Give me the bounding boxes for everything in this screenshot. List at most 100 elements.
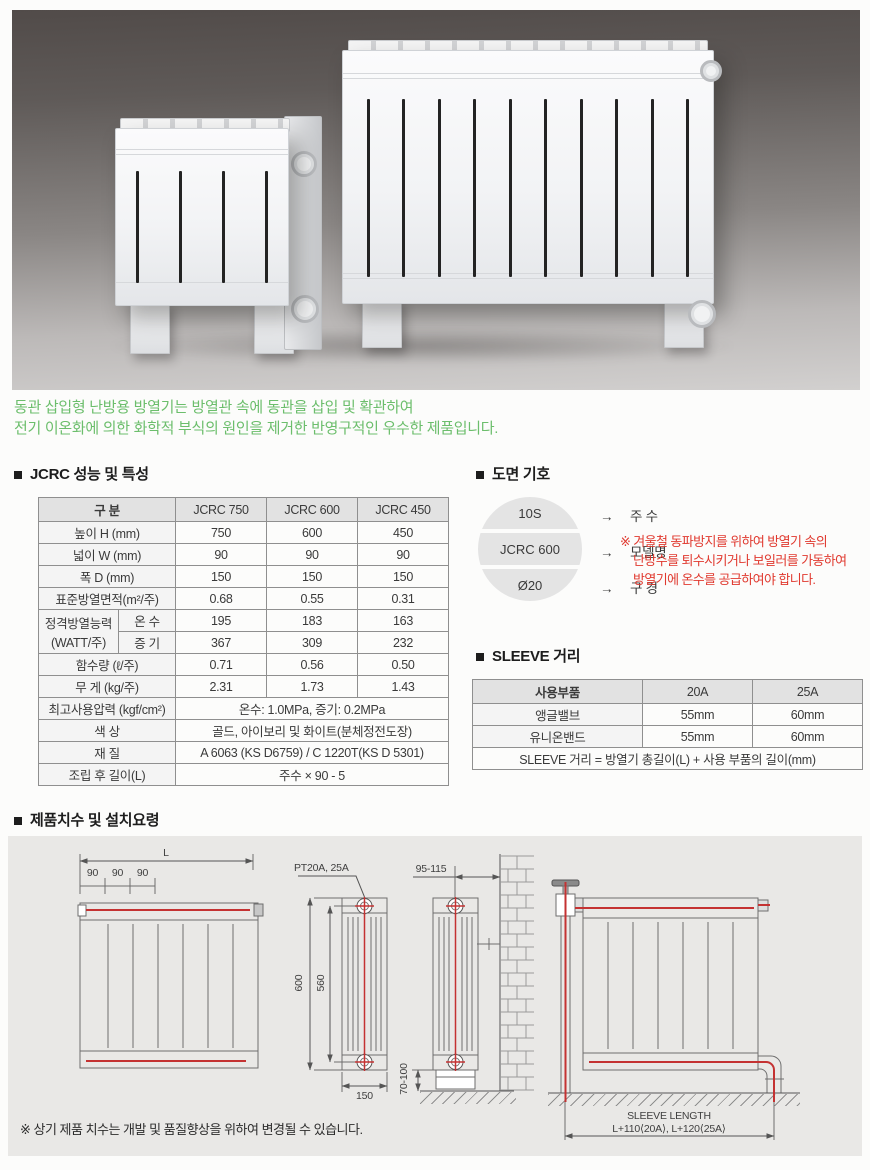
spec-label-cell: 넓이 W (mm)	[37, 543, 177, 566]
dim-label-total-length: L	[163, 847, 169, 859]
ground-hatch	[548, 1094, 800, 1106]
spec-value-cell: 367	[175, 631, 268, 654]
jcrc-spec-table: 구 분 JCRC 750 JCRC 600 JCRC 450 높이 H (mm)…	[37, 497, 450, 786]
spec-span-cell: 골드, 아이보리 및 화이트(분체정전도장)	[175, 719, 450, 742]
spec-value-cell: 90	[175, 543, 268, 566]
radiator-leg	[362, 298, 402, 348]
section-title-sleeve: SLEEVE 거리	[476, 645, 581, 666]
section-title-text: 제품치수 및 설치요령	[30, 812, 160, 829]
spec-value-cell: 183	[266, 609, 359, 632]
spec-value-cell: 0.71	[175, 653, 268, 676]
intro-line-2: 전기 이온화에 의한 화학적 부식의 원인을 제거한 반영구적인 우수한 제품입…	[14, 420, 499, 437]
pipe-fitting	[291, 151, 317, 177]
spec-value-cell: 150	[357, 565, 450, 588]
dim-label-section-pitch: 90	[111, 867, 124, 879]
spec-label-cell: 무 게 (kg/주)	[37, 675, 177, 698]
section-title-text: 도면 기호	[492, 466, 550, 483]
sleeve-label-cell: 앵글밸브	[472, 703, 643, 726]
spec-value-cell: 0.50	[357, 653, 450, 676]
spec-value-cell: 90	[357, 543, 450, 566]
symbol-legend-row: → 주 수	[600, 505, 658, 525]
spec-header-cell: 구 분	[37, 497, 177, 522]
note-line-3: 방열기에 온수를 공급하여야 합니다.	[633, 572, 816, 587]
spec-value-cell: 90	[266, 543, 359, 566]
spec-value-cell: 1.43	[357, 675, 450, 698]
dim-label-floor-gap: 70-100	[398, 1063, 410, 1095]
spec-value-cell: 600	[266, 521, 359, 544]
dim-label-wall-gap: 95-115	[415, 863, 447, 875]
product-photo	[12, 10, 860, 390]
sleeve-header-cell: 사용부품	[472, 679, 643, 704]
spec-header-cell: JCRC 750	[175, 497, 268, 522]
spec-label-cell: 표준방열면적(m²/주)	[37, 587, 177, 610]
sleeve-value-cell: 55mm	[642, 725, 753, 748]
pipe-fitting	[291, 295, 319, 323]
symbol-legend-row: → 구 경	[600, 577, 658, 597]
section-bullet-icon	[14, 471, 22, 479]
sleeve-label-cell: 유니온밴드	[472, 725, 643, 748]
spec-sublabel-cell: 온 수	[117, 609, 177, 632]
intro-text: 동관 삽입형 난방용 방열기는 방열관 속에 동관을 삽입 및 확관하여 전기 …	[14, 397, 498, 439]
section-bullet-icon	[14, 817, 22, 825]
sleeve-length-value: L+110⟨20A⟩, L+120⟨25A⟩	[612, 1123, 726, 1135]
spec-value-cell: 150	[175, 565, 268, 588]
sleeve-header-cell: 20A	[642, 679, 753, 704]
spec-value-cell: 0.31	[357, 587, 450, 610]
dim-label-depth-150: 150	[356, 1090, 373, 1102]
symbol-band-model: JCRC 600	[478, 533, 582, 565]
symbol-legend-label: 구 경	[630, 581, 658, 596]
spec-value-cell: 309	[266, 631, 359, 654]
spec-label-cell: 높이 H (mm)	[37, 521, 177, 544]
spec-label-cell: 함수량 (ℓ/주)	[37, 653, 177, 676]
spec-sublabel-cell: 증 기	[117, 631, 177, 654]
spec-value-cell: 0.68	[175, 587, 268, 610]
section-title-performance: JCRC 성능 및 특성	[14, 463, 149, 484]
dim-label-height-600: 600	[293, 974, 305, 992]
spec-label-cell: 조립 후 길이(L)	[37, 763, 177, 786]
radiator-body	[342, 50, 714, 304]
ground-hatch	[420, 1092, 516, 1104]
symbol-circle: 10S JCRC 600 Ø20	[478, 497, 582, 601]
note-line-1: ※ 겨울철 동파방지를 위하여 방열기 속의	[620, 534, 828, 549]
spec-value-cell: 1.73	[266, 675, 359, 698]
radiator-body	[115, 128, 289, 306]
dim-label-height-560: 560	[315, 974, 327, 992]
spec-value-cell: 2.31	[175, 675, 268, 698]
sleeve-value-cell: 55mm	[642, 703, 753, 726]
spec-header-cell: JCRC 450	[357, 497, 450, 522]
spec-label-cell: 폭 D (mm)	[37, 565, 177, 588]
spec-label-cell: 색 상	[37, 719, 177, 742]
spec-value-cell: 163	[357, 609, 450, 632]
sleeve-header-cell: 25A	[752, 679, 863, 704]
sleeve-length-title: SLEEVE LENGTH	[627, 1110, 711, 1122]
spec-label-cell: 정격방열능력 (WATT/주)	[38, 609, 119, 654]
right-arrow-icon: →	[600, 581, 614, 596]
spec-value-cell: 0.55	[266, 587, 359, 610]
symbol-divider	[478, 565, 582, 569]
sleeve-value-cell: 60mm	[752, 703, 863, 726]
right-arrow-icon: →	[600, 545, 614, 560]
sleeve-formula-cell: SLEEVE 거리 = 방열기 총길이(L) + 사용 부품의 길이(mm)	[472, 747, 863, 770]
symbol-band-diameter: Ø20	[478, 569, 582, 601]
section-title-text: SLEEVE 거리	[492, 648, 581, 665]
symbol-divider	[478, 529, 582, 533]
spec-value-cell: 150	[266, 565, 359, 588]
pipe-fitting	[700, 60, 722, 82]
note-line-2: 난방수를 퇴수시키거나 보일러를 가동하여	[633, 553, 847, 568]
section-bullet-icon	[476, 653, 484, 661]
symbol-legend-row: → 모델명	[600, 541, 667, 561]
spec-span-cell: 주수 × 90 - 5	[175, 763, 450, 786]
radiator-slits	[136, 171, 268, 283]
section-bullet-icon	[476, 471, 484, 479]
spec-value-cell: 450	[357, 521, 450, 544]
spec-span-cell: 온수: 1.0MPa, 증기: 0.2MPa	[175, 697, 450, 720]
spec-value-cell: 232	[357, 631, 450, 654]
spec-value-cell: 750	[175, 521, 268, 544]
symbol-band-casting: 10S	[478, 497, 582, 529]
dim-label-section-pitch: 90	[136, 867, 149, 879]
pipe-fitting	[688, 300, 716, 328]
sleeve-value-cell: 60mm	[752, 725, 863, 748]
dim-label-pipe-size: PT20A, 25A	[294, 862, 349, 874]
radiator-leg	[130, 302, 170, 354]
